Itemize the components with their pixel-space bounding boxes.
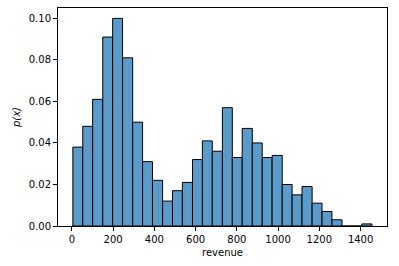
svg-text:0.08: 0.08 <box>29 54 51 65</box>
svg-text:1400: 1400 <box>348 234 373 245</box>
svg-text:400: 400 <box>145 234 164 245</box>
svg-text:0.04: 0.04 <box>29 137 51 148</box>
svg-text:1200: 1200 <box>307 234 332 245</box>
svg-text:1000: 1000 <box>265 234 290 245</box>
svg-text:0.02: 0.02 <box>29 179 51 190</box>
svg-text:p(x): p(x) <box>11 107 22 128</box>
svg-text:0.00: 0.00 <box>29 221 51 232</box>
svg-text:0: 0 <box>69 234 75 245</box>
svg-text:revenue: revenue <box>202 247 243 258</box>
svg-text:600: 600 <box>186 234 205 245</box>
svg-text:0.10: 0.10 <box>29 13 51 24</box>
svg-text:800: 800 <box>227 234 246 245</box>
svg-text:0.06: 0.06 <box>29 96 51 107</box>
svg-text:200: 200 <box>104 234 123 245</box>
